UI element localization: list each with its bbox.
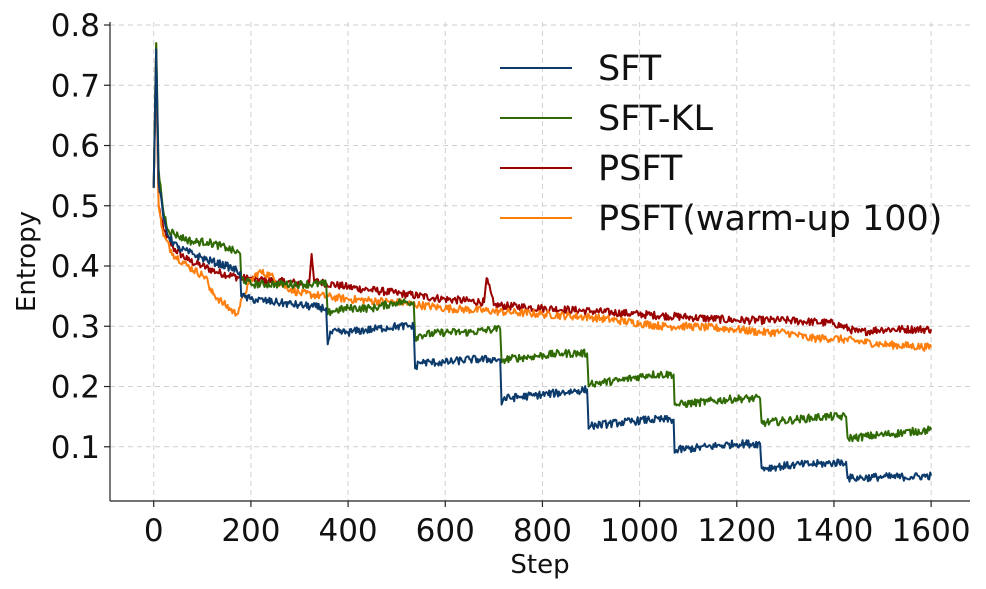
legend-label-sft-kl: SFT-KL: [598, 99, 713, 139]
axes: [109, 22, 970, 502]
x-tick-label: 0: [144, 513, 164, 549]
series-line-psft: [152, 60, 933, 337]
x-tick-label: 1000: [600, 513, 679, 549]
x-tick-label: 200: [221, 513, 280, 549]
y-tick-label: 0.2: [51, 370, 100, 406]
series-lines: [152, 42, 933, 483]
series-line-sft: [152, 48, 933, 483]
x-tick-label: 1600: [892, 513, 971, 549]
x-tick-label: 1200: [697, 513, 776, 549]
x-tick-label: 800: [513, 513, 572, 549]
x-tick-label: 1400: [795, 513, 874, 549]
legend-label-sft: SFT: [598, 49, 662, 89]
y-tick-label: 0.8: [51, 8, 100, 44]
y-tick-label: 0.4: [51, 249, 100, 285]
y-tick-label: 0.3: [51, 309, 100, 345]
y-tick-label: 0.6: [51, 129, 100, 165]
x-axis-label: Step: [510, 550, 569, 580]
grid: [110, 22, 970, 501]
y-tick-label: 0.1: [51, 430, 100, 466]
x-tick-label: 600: [416, 513, 475, 549]
legend: SFT SFT-KL PSFT PSFT(warm-up 100): [500, 49, 942, 239]
series-line-sft-kl: [152, 42, 933, 443]
legend-label-psft: PSFT: [598, 149, 683, 189]
ticks: 0 200 400 600 800 1000 1200 1400 1600 0.1 0.2 0.3 0.…: [51, 8, 971, 549]
x-tick-label: 400: [318, 513, 377, 549]
legend-label-psft-warm-up-100: PSFT(warm-up 100): [598, 199, 942, 239]
y-tick-label: 0.5: [51, 189, 100, 225]
y-axis-label: Entropy: [12, 211, 42, 312]
y-tick-label: 0.7: [51, 68, 100, 104]
